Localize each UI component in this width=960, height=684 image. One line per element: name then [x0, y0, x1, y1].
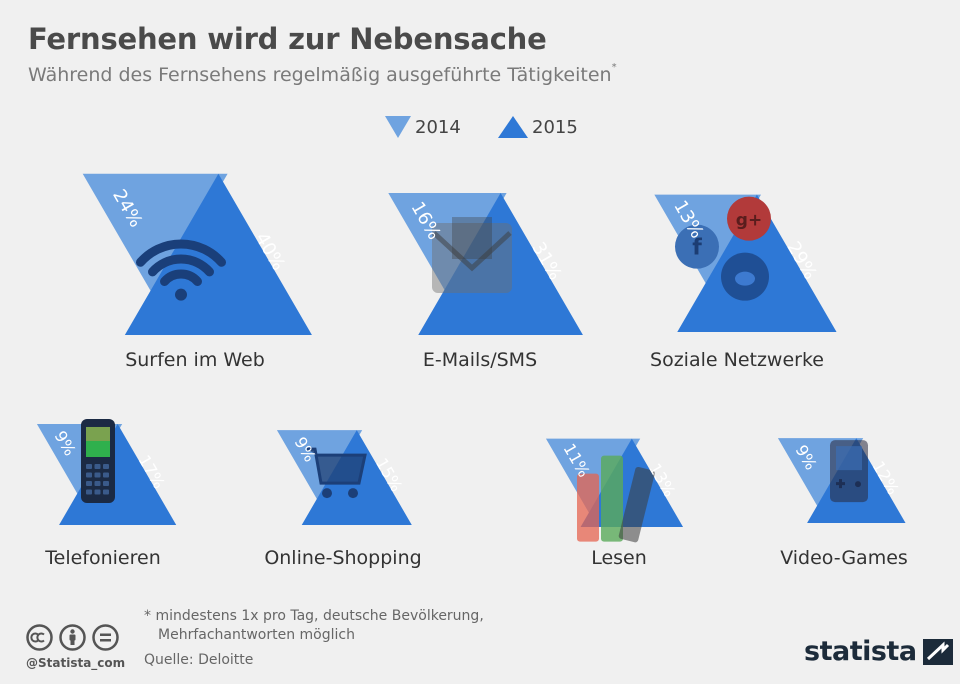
- category-group: 24%40%Surfen im Web: [82, 173, 312, 371]
- legend-item-2014: 2014: [385, 116, 461, 138]
- gameboy-icon: [830, 440, 868, 503]
- brand-text: statista: [804, 636, 917, 667]
- legend-label-2015: 2015: [532, 116, 578, 138]
- nd-icon: [92, 624, 119, 651]
- svg-text:f: f: [692, 236, 702, 261]
- category-label: Surfen im Web: [125, 349, 265, 371]
- chart-area: 24%40%Surfen im Web 16%31%E-Mails/SMS f g+ 1…: [36, 173, 908, 569]
- envelope-icon: [432, 217, 512, 294]
- statista-mark-icon: [922, 638, 953, 665]
- statista-logo: statista: [804, 636, 953, 667]
- bar-2015: [418, 193, 583, 335]
- category-group: 9%15%Online-Shopping: [264, 430, 422, 569]
- footnote-line-2: Mehrfachantworten möglich: [158, 627, 355, 643]
- shopping-cart-icon: [307, 447, 367, 499]
- cc-icon: [26, 624, 53, 651]
- source: Quelle: Deloitte: [144, 652, 254, 668]
- license-icons: [26, 624, 119, 651]
- category-label: Online-Shopping: [264, 547, 421, 569]
- wifi-icon: [136, 239, 226, 301]
- category-group: 11% 13%Lesen: [545, 438, 684, 569]
- statista-handle: @Statista_com: [26, 656, 126, 670]
- category-group: 9%12%Video-Games: [777, 438, 908, 569]
- subtitle-text: Während des Fernsehens regelmäßig ausgef…: [28, 64, 612, 86]
- category-label: E-Mails/SMS: [423, 349, 537, 371]
- triangle-up-icon: [498, 116, 528, 138]
- legend-item-2015: 2015: [498, 116, 578, 138]
- chart-title: Fernsehen wird zur Nebensache: [28, 22, 547, 56]
- bar-2014: [82, 173, 228, 299]
- category-label: Video-Games: [780, 547, 908, 569]
- footnote-line-1: * mindestens 1x pro Tag, deutsche Bevölk…: [144, 608, 484, 624]
- category-label: Lesen: [591, 547, 647, 569]
- chart-subtitle: Während des Fernsehens regelmäßig ausgef…: [28, 62, 617, 86]
- mobile-phone-icon: [81, 418, 115, 503]
- legend-label-2014: 2014: [415, 116, 461, 138]
- subtitle-footnote-mark: *: [611, 62, 617, 73]
- category-label: Soziale Netzwerke: [650, 349, 824, 371]
- triangle-down-icon: [385, 116, 411, 138]
- category-group: 9%17%Telefonieren: [36, 418, 177, 569]
- category-group: 16%31%E-Mails/SMS: [388, 193, 583, 371]
- by-icon: [59, 624, 86, 651]
- books-icon: [577, 455, 655, 543]
- category-label: Telefonieren: [44, 547, 160, 569]
- svg-text:g+: g+: [736, 211, 762, 231]
- social-network-icons: f g+: [675, 196, 771, 301]
- category-group: fg+13%29%Soziale Netzwerke: [650, 194, 837, 371]
- footnote: * mindestens 1x pro Tag, deutsche Bevölk…: [144, 607, 564, 645]
